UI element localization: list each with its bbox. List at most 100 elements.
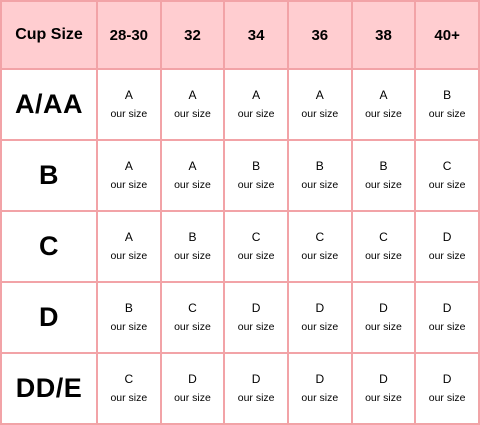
- column-header: 40+: [414, 0, 480, 70]
- cup-letter: D: [379, 372, 388, 386]
- cup-letter: D: [442, 230, 452, 244]
- our-size-label: our size: [237, 321, 275, 333]
- cup-letter: A: [252, 88, 261, 102]
- our-size-label: our size: [365, 250, 402, 262]
- cup-letter: A: [379, 88, 388, 102]
- cup-letter: D: [442, 372, 452, 386]
- column-header: 36: [286, 0, 353, 70]
- our-size-label: our size: [301, 179, 339, 191]
- header-row: Cup Size 28-30 32 34 36 38 40+: [0, 0, 480, 70]
- cup-letter: A: [315, 88, 324, 102]
- our-size-label: our size: [237, 392, 275, 404]
- column-header: 28-30: [96, 0, 162, 70]
- cup-letter: A: [124, 88, 133, 102]
- our-size-label: our size: [174, 250, 211, 262]
- row-header: D: [0, 281, 98, 354]
- our-size-label: our size: [237, 108, 275, 120]
- cup-letter: D: [315, 301, 325, 315]
- our-size-label: our size: [301, 108, 339, 120]
- our-size-label: our size: [110, 179, 148, 191]
- cup-letter: C: [315, 230, 325, 244]
- our-size-label: our size: [110, 321, 148, 333]
- our-size-label: our size: [365, 321, 402, 333]
- cup-letter: B: [443, 88, 452, 102]
- row-header: A/AA: [0, 68, 98, 141]
- cup-letter: D: [251, 372, 261, 386]
- our-size-label: our size: [110, 108, 148, 120]
- cup-letter: C: [442, 159, 452, 173]
- our-size-label: our size: [428, 108, 466, 120]
- cup-letter: D: [442, 301, 452, 315]
- cup-letter: A: [188, 159, 197, 173]
- column-header: 32: [159, 0, 226, 70]
- our-size-label: our size: [301, 321, 339, 333]
- cup-letter: C: [124, 372, 134, 386]
- our-size-label: our size: [428, 321, 466, 333]
- our-size-label: our size: [428, 392, 466, 404]
- cup-letter: B: [379, 159, 388, 173]
- our-size-label: our size: [301, 392, 339, 404]
- our-size-label: our size: [110, 250, 148, 262]
- cup-letter: D: [251, 301, 261, 315]
- cup-letter: C: [188, 301, 197, 315]
- cup-letter: A: [124, 159, 133, 173]
- our-size-label: our size: [237, 250, 275, 262]
- our-size-label: our size: [110, 392, 148, 404]
- cup-letter: C: [379, 230, 388, 244]
- our-size-label: our size: [428, 179, 466, 191]
- cup-letter: B: [188, 230, 197, 244]
- column-header: 34: [223, 0, 289, 70]
- our-size-label: our size: [174, 392, 211, 404]
- row-header: DD/E: [0, 352, 98, 425]
- corner-header: Cup Size: [0, 0, 98, 70]
- row-header: C: [0, 210, 98, 283]
- our-size-label: our size: [174, 321, 211, 333]
- cup-letter: A: [188, 88, 197, 102]
